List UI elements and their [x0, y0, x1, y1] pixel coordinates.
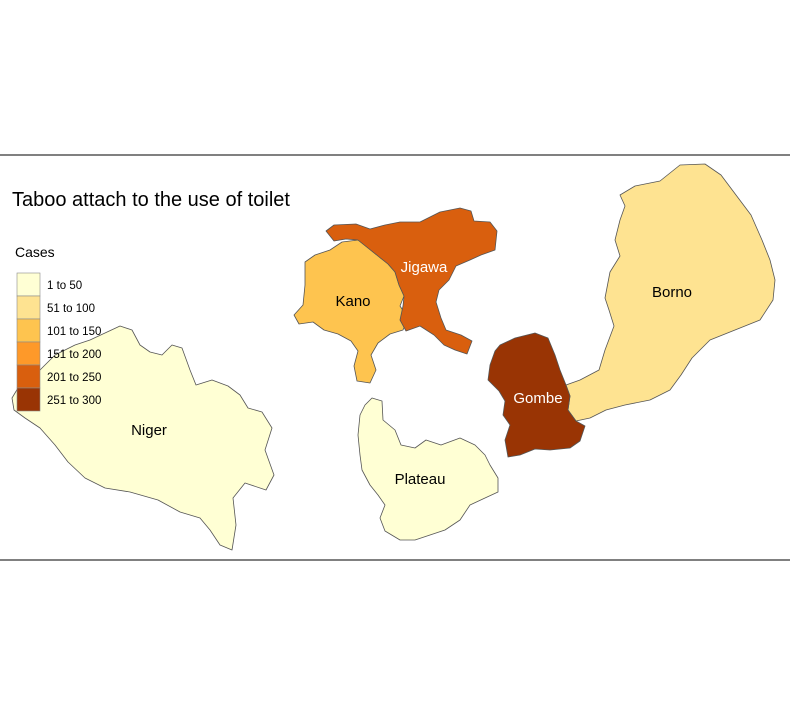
region-label-niger: Niger [131, 422, 167, 439]
legend: Cases 1 to 50 51 to 100 101 to 150 151 t… [15, 244, 101, 412]
legend-label: 201 to 250 [47, 372, 101, 384]
region-gombe [487, 332, 586, 458]
map-title: Taboo attach to the use of toilet [12, 189, 290, 211]
region-label-borno: Borno [652, 284, 692, 301]
legend-label: 1 to 50 [47, 280, 82, 292]
legend-swatch [16, 318, 41, 343]
legend-label: 251 to 300 [47, 395, 101, 407]
legend-swatch [16, 387, 41, 412]
region-jigawa [325, 207, 498, 355]
region-labels: Niger Kano Jigawa Plateau Gombe Borno [131, 259, 692, 488]
region-label-gombe: Gombe [513, 390, 562, 407]
legend-label: 151 to 200 [47, 349, 101, 361]
region-borno [565, 163, 776, 422]
legend-swatch [16, 295, 41, 320]
region-plateau [357, 397, 499, 541]
legend-label: 51 to 100 [47, 303, 95, 315]
legend-swatch [16, 341, 41, 366]
legend-title: Cases [15, 244, 55, 260]
legend-swatch [16, 272, 41, 297]
region-label-plateau: Plateau [395, 471, 446, 488]
region-label-kano: Kano [335, 293, 370, 310]
region-label-jigawa: Jigawa [401, 259, 448, 276]
legend-label: 101 to 150 [47, 326, 101, 338]
legend-swatch [16, 364, 41, 389]
region-niger [11, 325, 275, 551]
map-regions [11, 163, 776, 551]
